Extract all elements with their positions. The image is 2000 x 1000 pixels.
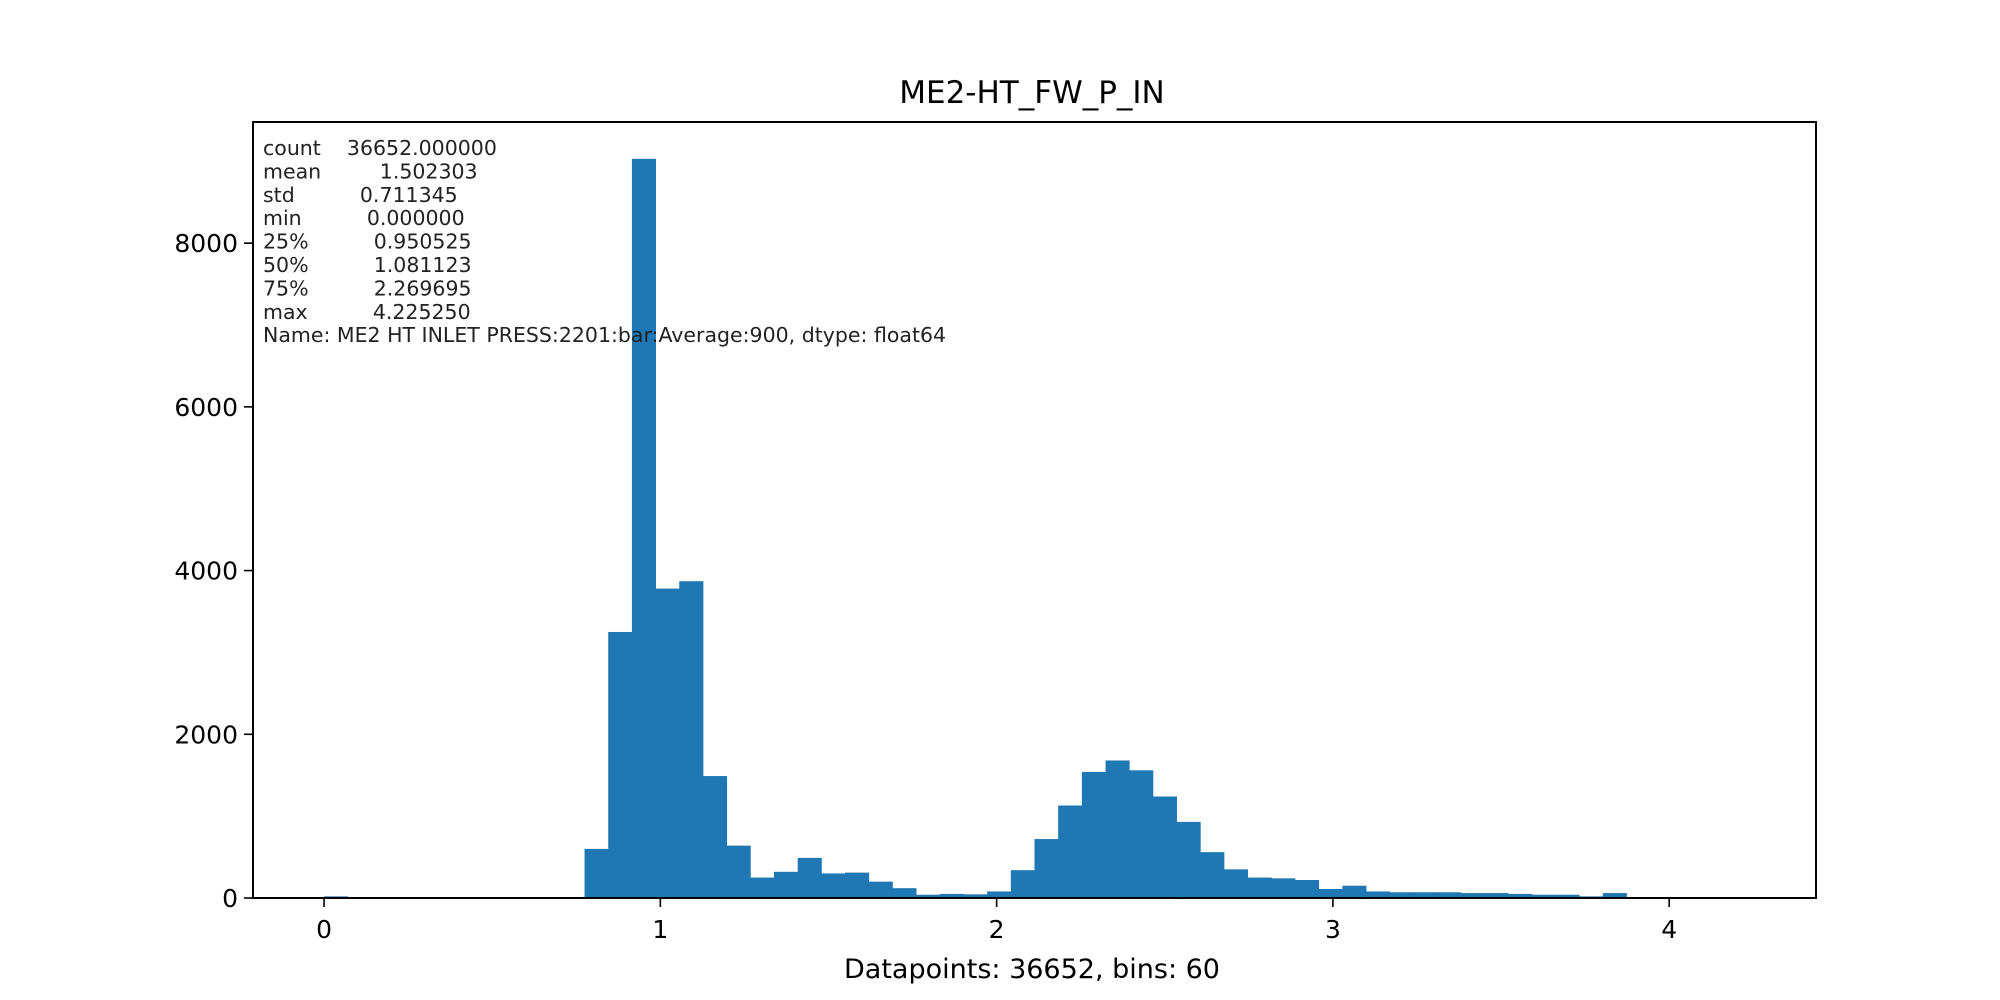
histogram-bar: [1058, 805, 1083, 898]
histogram-bar: [845, 872, 870, 898]
histogram-bar: [1176, 821, 1201, 898]
histogram-bar: [1105, 760, 1130, 898]
stats-line: max 4.225250: [263, 300, 471, 324]
x-tick-label: 0: [316, 915, 332, 944]
stats-line: std 0.711345: [263, 183, 458, 207]
x-tick-label: 2: [989, 915, 1005, 944]
x-tick-label: 4: [1661, 915, 1677, 944]
chart-title: ME2-HT_FW_P_IN: [899, 75, 1165, 111]
histogram-bar: [916, 894, 941, 898]
histogram-bar: [963, 894, 988, 898]
histogram-bar: [1200, 852, 1225, 898]
y-axis-ticks: 0 2000 4000 6000 8000: [174, 229, 253, 913]
histogram-bar: [655, 588, 680, 898]
histogram-bar: [1484, 893, 1509, 898]
stats-line: min 0.000000: [263, 206, 465, 230]
histogram-bar: [987, 891, 1012, 898]
histogram-bar: [1010, 870, 1035, 898]
stats-line: count 36652.000000: [263, 136, 497, 160]
histogram-bar: [1271, 878, 1296, 898]
plot-area-frame: [252, 121, 1817, 899]
y-tick-label: 0: [222, 884, 238, 913]
stats-line: 25% 0.950525: [263, 230, 472, 254]
histogram-bar: [868, 881, 893, 898]
histogram-bar: [821, 873, 846, 898]
histogram-bar: [631, 158, 656, 898]
histogram-bar: [726, 845, 751, 898]
histogram-bar: [608, 631, 633, 898]
histogram-bar: [939, 893, 964, 898]
histogram-bar: [1531, 894, 1556, 898]
stats-line: mean 1.502303: [263, 159, 478, 183]
histogram-bar: [702, 776, 728, 898]
histogram-bar: [1508, 893, 1533, 898]
histogram-bar: [750, 877, 775, 898]
y-tick-label: 6000: [174, 393, 238, 422]
x-axis-label: Datapoints: 36652, bins: 60: [844, 954, 1220, 985]
histogram-bar: [1294, 879, 1320, 898]
y-tick-label: 2000: [174, 720, 238, 749]
histogram-bar: [1247, 877, 1272, 898]
histogram-bar: [1318, 888, 1343, 898]
histogram-bar: [1413, 892, 1438, 898]
histogram-bar: [1081, 771, 1106, 898]
histogram-bar: [584, 848, 609, 898]
histogram-bar: [679, 581, 704, 898]
histogram-bar: [1034, 839, 1059, 898]
x-tick-label: 1: [652, 915, 668, 944]
histogram-bar: [797, 857, 822, 898]
stats-line: 75% 2.269695: [263, 276, 472, 300]
histogram-bar: [892, 888, 917, 898]
stats-line: Name: ME2 HT INLET PRESS:2201:bar:Averag…: [263, 323, 946, 347]
histogram-bar: [1223, 869, 1249, 898]
histogram-bar: [1437, 892, 1462, 898]
histogram-bar: [1342, 885, 1367, 898]
histogram-bar: [1460, 893, 1485, 898]
histogram-bar: [1366, 891, 1391, 898]
y-tick-label: 8000: [174, 229, 238, 258]
histogram-bar: [1555, 894, 1580, 898]
x-tick-label: 3: [1325, 915, 1341, 944]
stats-line: 50% 1.081123: [263, 253, 472, 277]
histogram-bar: [773, 871, 799, 898]
histogram-bars: [324, 158, 1746, 898]
y-tick-label: 4000: [174, 557, 238, 586]
histogram-bar: [1152, 796, 1177, 898]
histogram-bar: [1602, 893, 1627, 898]
x-axis-ticks: 0 1 2 3 4: [316, 898, 1677, 944]
histogram-bar: [1389, 892, 1414, 898]
histogram-bar: [1129, 770, 1154, 898]
